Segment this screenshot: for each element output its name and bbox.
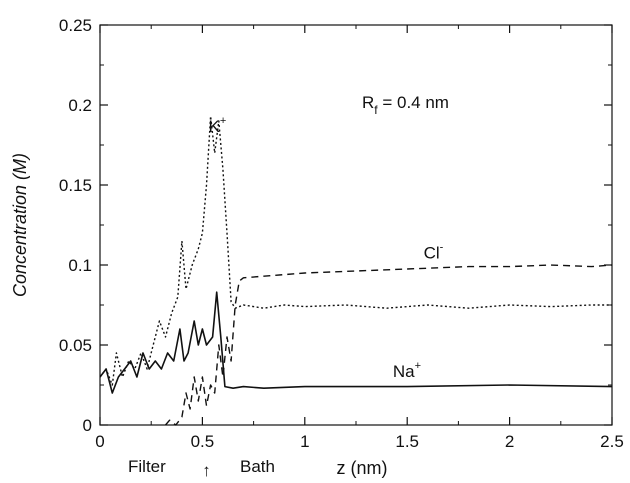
x-tick-label: 0 bbox=[95, 432, 104, 451]
x-axis-label: z (nm) bbox=[337, 458, 388, 478]
y-tick-label: 0.1 bbox=[68, 256, 92, 275]
rf-annotation: Rf = 0.4 nm bbox=[362, 93, 449, 117]
y-tick-label: 0.15 bbox=[59, 176, 92, 195]
x-tick-label: 2.5 bbox=[600, 432, 624, 451]
axes-layer bbox=[99, 24, 613, 426]
filter-label: Filter bbox=[128, 457, 166, 476]
series-label-main: Na bbox=[393, 362, 415, 381]
series-line-na bbox=[99, 291, 613, 394]
x-tick-label: 0.5 bbox=[191, 432, 215, 451]
series-layer bbox=[99, 115, 613, 426]
series-label-na: Na+ bbox=[393, 360, 421, 381]
series-label-main: K bbox=[209, 117, 221, 136]
series-label-cl: Cl- bbox=[424, 242, 444, 263]
rf-annotation-part: = 0.4 nm bbox=[378, 93, 449, 112]
series-label-charge: + bbox=[415, 360, 421, 372]
boundary-arrow-icon: ↑ bbox=[202, 461, 211, 480]
rf-annotation-part: f bbox=[374, 103, 378, 117]
series-line-cl bbox=[164, 264, 613, 426]
x-tick-label: 1.5 bbox=[395, 432, 419, 451]
y-axis-label: Concentration (M) bbox=[10, 153, 30, 297]
y-tick-label: 0 bbox=[83, 416, 92, 435]
y-tick-label: 0.25 bbox=[59, 16, 92, 35]
labels-layer: 0 0.5 1 1.5 2 2.5 0 0.05 0.1 0.15 0.2 0.25 z (nm) Con… bbox=[10, 16, 624, 480]
series-label-k: K+ bbox=[209, 115, 227, 136]
x-tick-label: 2 bbox=[505, 432, 514, 451]
series-label-charge: - bbox=[440, 242, 444, 254]
plot-frame bbox=[99, 24, 613, 426]
x-tick-label: 1 bbox=[300, 432, 309, 451]
rf-annotation-part: R bbox=[362, 93, 374, 112]
bath-label: Bath bbox=[240, 457, 275, 476]
y-tick-label: 0.2 bbox=[68, 96, 92, 115]
series-label-charge: + bbox=[220, 115, 226, 127]
series-label-main: Cl bbox=[424, 244, 440, 263]
y-tick-label: 0.05 bbox=[59, 336, 92, 355]
series-line-k bbox=[99, 115, 612, 386]
